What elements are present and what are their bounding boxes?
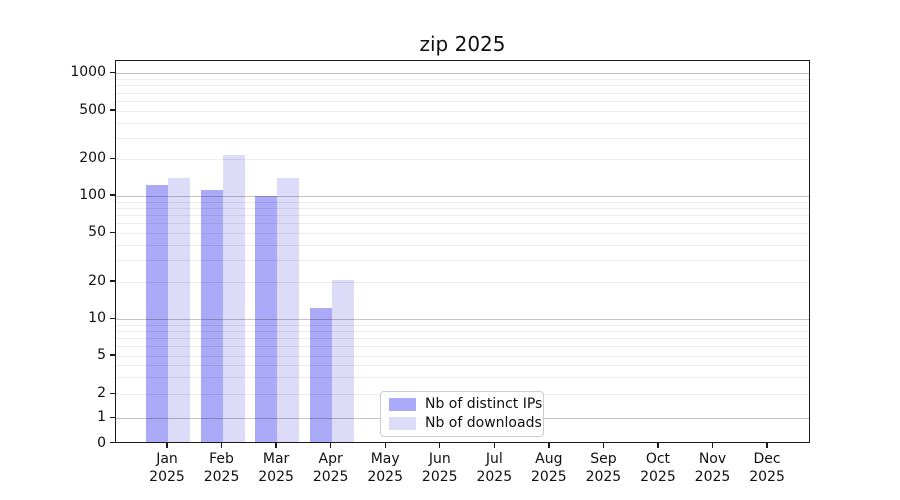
legend-swatch-icon [389, 398, 416, 411]
bar-downloads-mar [277, 178, 300, 442]
gridline-9 [116, 324, 809, 326]
gridline-10 [116, 319, 809, 321]
x-tick-label-apr: Apr 2025 [312, 451, 349, 485]
x-tick-label-nov: Nov 2025 [694, 451, 731, 485]
y-tick-label-5: 5 [97, 347, 106, 363]
x-tick-mark [275, 443, 277, 448]
gridline-90 [116, 201, 809, 203]
gridline-40 [116, 245, 809, 247]
gridline-5 [116, 356, 809, 357]
gridline-800 [116, 85, 809, 87]
y-tick-mark [110, 194, 115, 196]
gridline-900 [116, 79, 809, 81]
x-tick-mark [220, 443, 223, 448]
x-tick-mark [166, 443, 168, 448]
y-tick-mark [110, 231, 115, 233]
gridline-8 [116, 331, 809, 333]
legend-item-distinct-ips: Nb of distinct IPs [389, 397, 542, 412]
gridline-600 [116, 101, 809, 103]
y-tick-label-1: 1 [97, 409, 106, 426]
x-tick-label-jul: Jul 2025 [476, 451, 513, 485]
y-tick-label-1000: 1000 [70, 64, 106, 81]
y-tick-label-200: 200 [79, 150, 106, 167]
y-tick-mark [110, 157, 115, 159]
y-tick-label-100: 100 [79, 187, 106, 203]
plot-area [115, 60, 810, 443]
y-tick-label-0: 0 [97, 434, 106, 451]
x-tick-mark [766, 443, 768, 448]
bar-distinct-ips-feb [200, 190, 223, 442]
y-tick-label-50: 50 [88, 224, 106, 241]
y-tick-mark [110, 392, 115, 394]
gridline-60 [116, 223, 809, 225]
gridline-300 [116, 137, 809, 139]
gridline-70 [116, 215, 809, 217]
gridline-6 [116, 346, 809, 348]
x-tick-label-feb: Feb 2025 [203, 451, 240, 485]
gridline-700 [116, 92, 809, 94]
gridline-80 [116, 208, 809, 209]
x-tick-mark [439, 443, 441, 448]
gridline-3 [116, 377, 809, 379]
gridline-200 [116, 159, 809, 161]
gridline-7 [116, 338, 809, 340]
x-tick-label-aug: Aug 2025 [531, 451, 567, 485]
x-tick-label-jan: Jan 2025 [149, 451, 185, 485]
y-tick-label-500: 500 [79, 102, 106, 118]
y-tick-mark [110, 416, 115, 418]
legend: Nb of distinct IPs Nb of downloads [380, 391, 544, 437]
x-tick-mark [657, 443, 659, 448]
x-tick-mark [329, 443, 332, 448]
bar-distinct-ips-apr [309, 307, 332, 442]
x-tick-mark [493, 443, 495, 448]
y-tick-mark [110, 442, 115, 444]
legend-label: Nb of distinct IPs [425, 396, 543, 412]
bar-downloads-feb [222, 154, 245, 442]
x-tick-mark [602, 443, 605, 448]
legend-swatch-icon [389, 417, 416, 430]
gridline-400 [116, 122, 809, 124]
x-tick-mark [711, 443, 714, 448]
x-tick-label-dec: Dec 2025 [749, 451, 785, 485]
gridline-500 [116, 111, 809, 112]
gridline-4 [116, 365, 809, 367]
x-tick-label-jun: Jun 2025 [421, 451, 458, 485]
y-tick-label-20: 20 [88, 273, 106, 289]
bar-downloads-apr [331, 280, 354, 442]
legend-item-downloads: Nb of downloads [389, 416, 542, 431]
gridline-20 [116, 282, 809, 283]
y-tick-mark [110, 280, 115, 282]
y-tick-mark [110, 317, 115, 319]
gridline-100 [116, 196, 809, 197]
legend-label: Nb of downloads [425, 415, 542, 431]
bar-distinct-ips-mar [255, 195, 278, 442]
gridline-30 [116, 260, 809, 262]
gridline-1000 [116, 73, 809, 75]
y-tick-label-2: 2 [97, 385, 106, 402]
x-tick-label-sep: Sep 2025 [585, 451, 622, 485]
x-tick-mark [384, 443, 386, 448]
y-tick-mark [110, 109, 115, 111]
y-tick-mark [110, 71, 115, 73]
gridline-50 [116, 233, 809, 235]
y-tick-mark [110, 354, 115, 356]
x-tick-mark [548, 443, 550, 448]
bar-downloads-jan [168, 178, 190, 442]
chart-title: zip 2025 [419, 32, 506, 56]
y-tick-label-10: 10 [88, 310, 106, 327]
x-tick-label-oct: Oct 2025 [640, 451, 676, 485]
x-tick-label-mar: Mar 2025 [258, 451, 294, 485]
x-tick-label-may: May 2025 [367, 451, 403, 485]
